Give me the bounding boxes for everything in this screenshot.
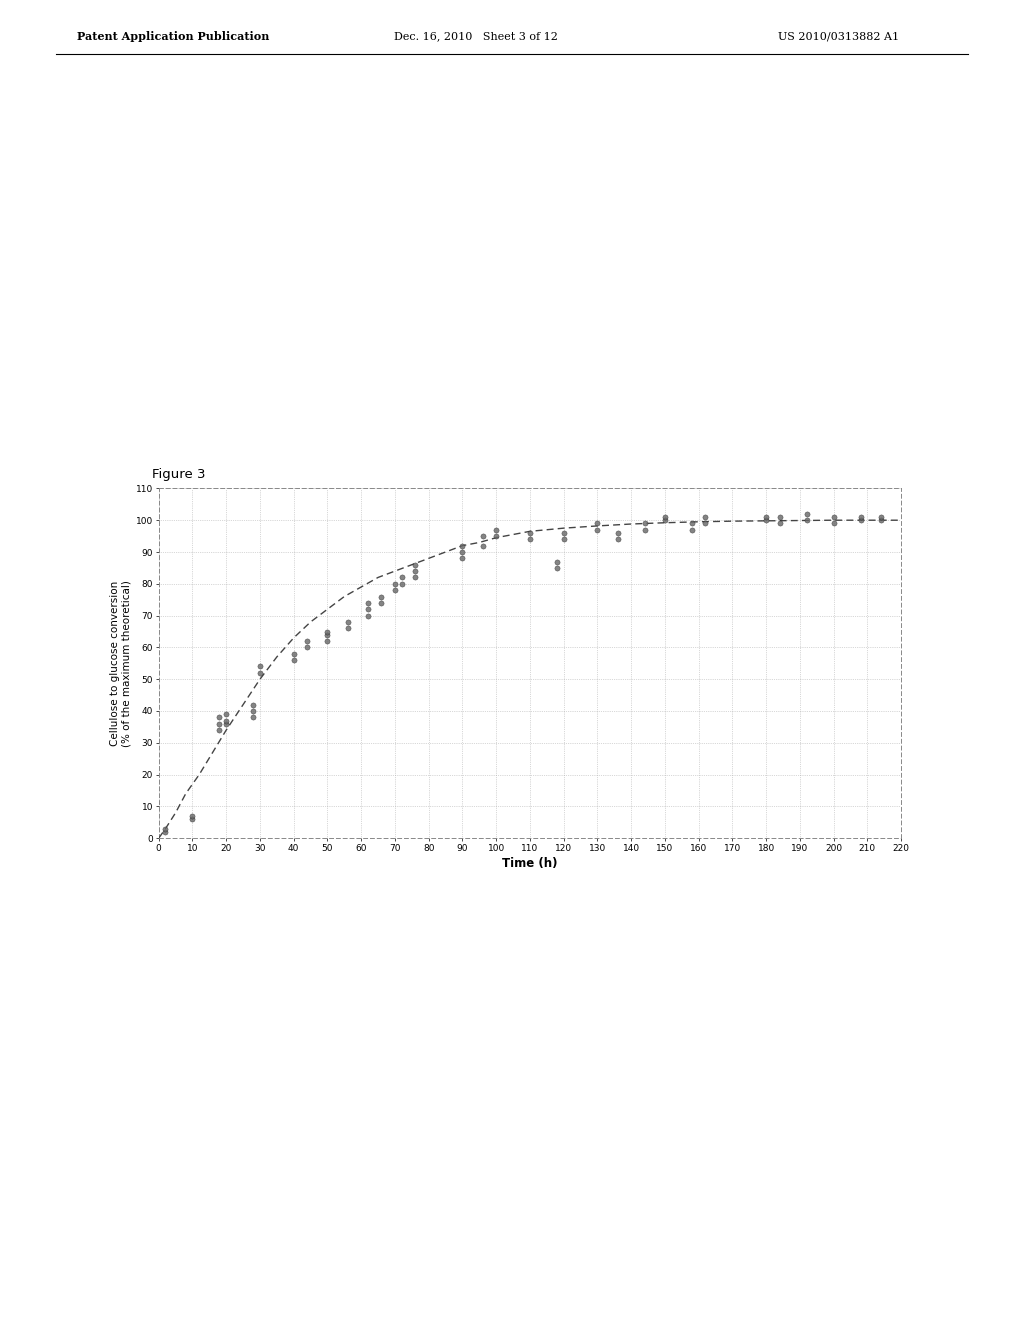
Point xyxy=(799,510,815,531)
Point xyxy=(407,554,423,576)
Point xyxy=(340,618,356,639)
Point xyxy=(245,701,261,722)
Point xyxy=(656,510,673,531)
Point xyxy=(609,523,626,544)
Point xyxy=(211,719,227,741)
Point xyxy=(474,525,490,546)
Point xyxy=(252,656,268,677)
Point xyxy=(359,593,376,614)
Text: Figure 3: Figure 3 xyxy=(152,467,205,480)
Point xyxy=(521,529,539,550)
Point xyxy=(319,624,336,645)
Point xyxy=(393,566,410,587)
Point xyxy=(771,512,787,533)
Text: US 2010/0313882 A1: US 2010/0313882 A1 xyxy=(778,32,899,42)
Point xyxy=(637,512,653,533)
Point xyxy=(286,643,302,664)
Point xyxy=(211,706,227,727)
Point xyxy=(697,512,714,533)
Point xyxy=(340,611,356,632)
Point xyxy=(799,503,815,524)
Point xyxy=(852,510,868,531)
Point xyxy=(758,510,774,531)
Point xyxy=(609,529,626,550)
Point xyxy=(549,557,565,578)
Point xyxy=(184,809,201,830)
Point xyxy=(825,507,842,528)
Point xyxy=(319,620,336,642)
Point xyxy=(589,519,605,540)
Point xyxy=(218,710,234,731)
Point xyxy=(245,706,261,727)
Point xyxy=(488,525,505,546)
Point xyxy=(252,663,268,684)
Point xyxy=(407,561,423,582)
Point xyxy=(872,510,889,531)
Point xyxy=(184,805,201,826)
Point xyxy=(393,573,410,594)
Point xyxy=(245,694,261,715)
Point xyxy=(637,519,653,540)
Point xyxy=(684,519,700,540)
Point xyxy=(299,636,315,657)
Point xyxy=(218,713,234,734)
Point xyxy=(555,529,571,550)
Point xyxy=(407,566,423,587)
Point xyxy=(299,631,315,652)
Point xyxy=(359,605,376,626)
Point xyxy=(455,535,471,556)
Point xyxy=(158,818,174,840)
Point xyxy=(825,512,842,533)
Text: Dec. 16, 2010   Sheet 3 of 12: Dec. 16, 2010 Sheet 3 of 12 xyxy=(394,32,558,42)
Point xyxy=(549,550,565,572)
Point xyxy=(373,586,389,607)
Point xyxy=(359,599,376,620)
Point xyxy=(455,548,471,569)
Point xyxy=(455,541,471,562)
Point xyxy=(697,507,714,528)
Point xyxy=(656,507,673,528)
Point xyxy=(474,535,490,556)
Point xyxy=(211,713,227,734)
Point xyxy=(158,821,174,842)
X-axis label: Time (h): Time (h) xyxy=(502,857,558,870)
Text: Patent Application Publication: Patent Application Publication xyxy=(77,30,269,42)
Point xyxy=(387,573,403,594)
Point xyxy=(872,507,889,528)
Point xyxy=(488,519,505,540)
Y-axis label: Cellulose to glucose conversion
(% of the maximum theoretical): Cellulose to glucose conversion (% of th… xyxy=(111,579,132,747)
Point xyxy=(771,507,787,528)
Point xyxy=(286,649,302,671)
Point xyxy=(387,579,403,601)
Point xyxy=(589,512,605,533)
Point xyxy=(852,507,868,528)
Point xyxy=(218,704,234,725)
Point xyxy=(373,593,389,614)
Point xyxy=(758,507,774,528)
Point xyxy=(319,631,336,652)
Point xyxy=(555,523,571,544)
Point xyxy=(521,523,539,544)
Point xyxy=(684,512,700,533)
